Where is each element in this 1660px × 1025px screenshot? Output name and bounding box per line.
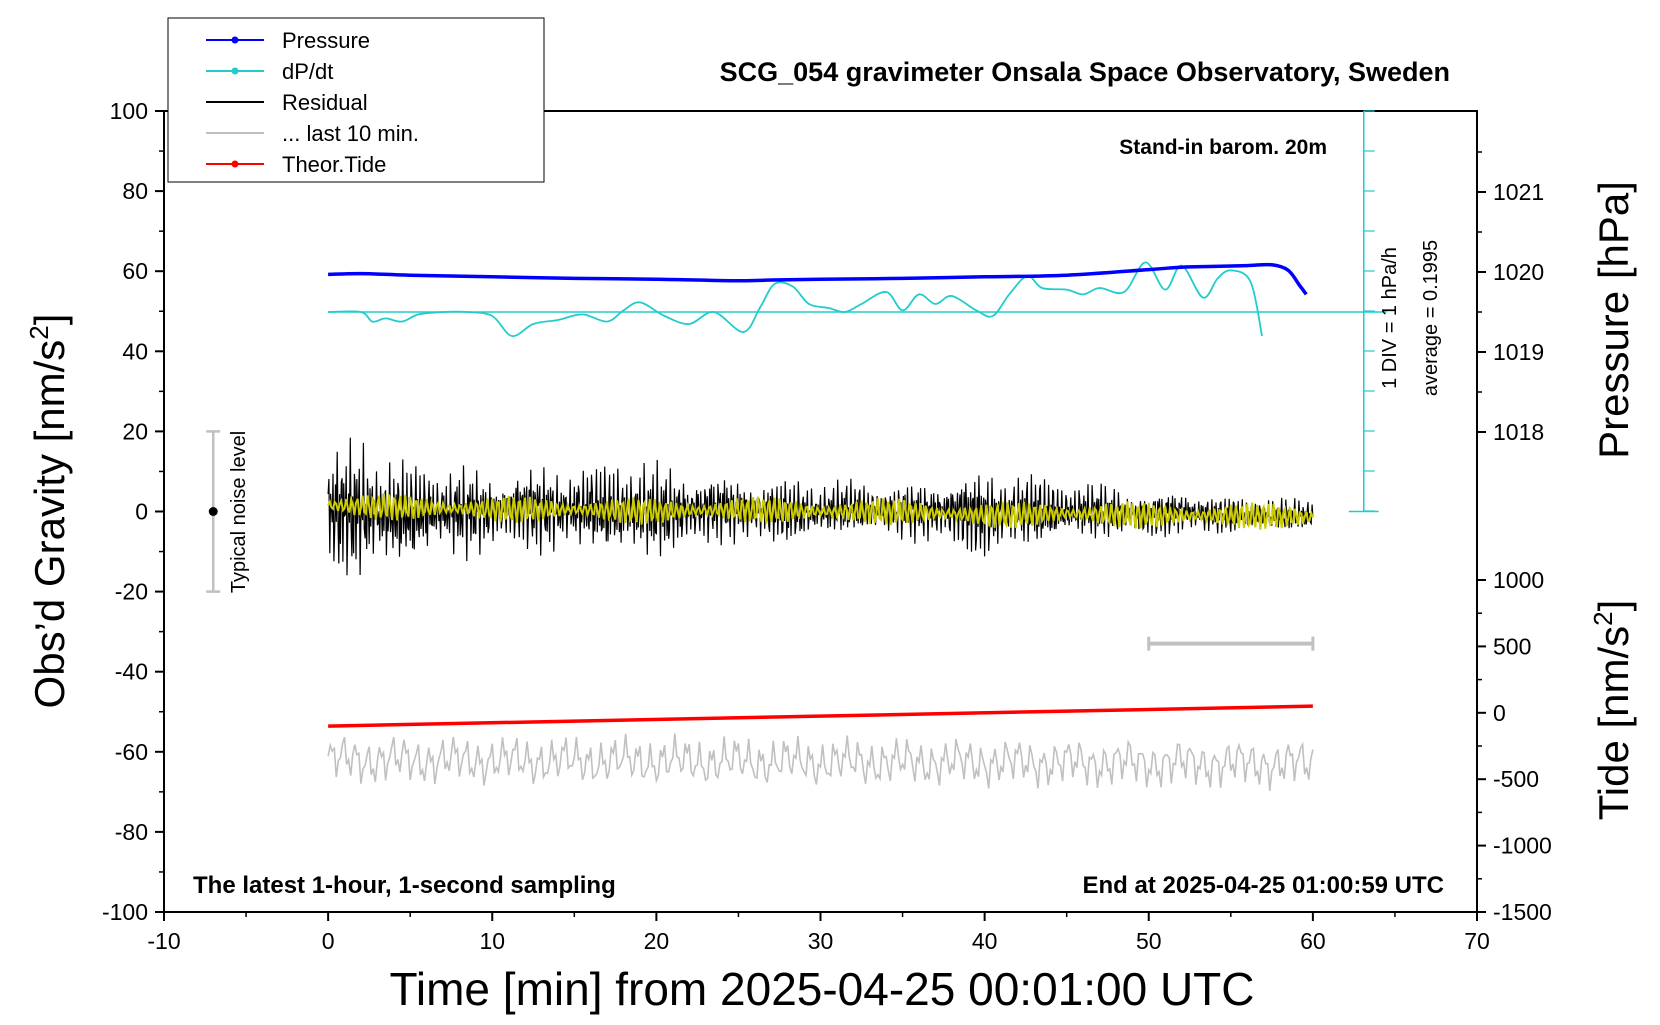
pressure-tick-label: 1021 (1493, 179, 1544, 205)
tide-axis-label-close: ] (1590, 600, 1637, 612)
x-tick-label: 50 (1136, 928, 1162, 954)
average-note: average = 0.1995 (1420, 240, 1442, 396)
y-tick-label: -100 (102, 899, 148, 925)
y-tick-label: -20 (115, 579, 148, 605)
tide-tick-label: -1500 (1493, 899, 1552, 925)
pressure-line (328, 262, 1308, 296)
pressure-tick-label: 1019 (1493, 339, 1544, 365)
tide-tick-label: -500 (1493, 766, 1539, 792)
smoothed-residual-line (327, 493, 1314, 530)
chart-title: SCG_054 gravimeter Onsala Space Observat… (720, 57, 1450, 87)
legend-marker (231, 160, 239, 168)
x-tick-label: 10 (479, 928, 505, 954)
tide-tick-label: 1000 (1493, 567, 1544, 593)
y-axis-label-main: Obs’d Gravity [nm/s (26, 340, 73, 709)
x-tick-label: 0 (322, 928, 335, 954)
y-tick-label: 40 (122, 338, 148, 364)
legend-label: dP/dt (282, 59, 333, 84)
legend-items: Pressure dP/dt Residual ... last 10 min. The… (206, 28, 419, 177)
noise-label: Typical noise level (228, 431, 250, 593)
div-note: 1 DIV = 1 hPa/h (1379, 247, 1401, 389)
x-axis: -10 0 10 20 30 40 50 60 70 (147, 912, 1490, 954)
legend-label: ... last 10 min. (282, 121, 419, 146)
x-tick-label: 30 (808, 928, 834, 954)
y-axis-gravity: -100 -80 -60 -40 -20 0 20 40 60 80 100 (102, 98, 164, 925)
noise-bar-center (208, 507, 218, 516)
pressure-tick-label: 1018 (1493, 419, 1544, 445)
y-axis-pressure: 1018 1019 1020 1021 (1477, 151, 1544, 445)
tide-tick-label: 500 (1493, 633, 1531, 659)
y-tick-label: -60 (115, 739, 148, 765)
tide-axis-label-sup: 2 (1588, 611, 1618, 625)
y-tick-label: -80 (115, 819, 148, 845)
theor-tide-line (328, 704, 1313, 728)
last10-line (327, 733, 1314, 791)
x-tick-label: -10 (147, 928, 180, 954)
pressure-axis-label: Pressure [hPa] (1590, 181, 1637, 459)
y-tick-label: 80 (122, 178, 148, 204)
x-tick-label: 20 (644, 928, 670, 954)
x-tick-label: 40 (972, 928, 998, 954)
legend: Pressure dP/dt Residual ... last 10 min. The… (167, 17, 545, 183)
legend-marker (231, 67, 239, 75)
dpdt-line (328, 261, 1263, 337)
tide-axis-label: Tide [nm/s2] (1588, 600, 1637, 821)
y-tick-label: 100 (110, 98, 148, 124)
y-axis-label: Obs’d Gravity [nm/s2] (24, 314, 73, 709)
y-tick-label: -40 (115, 659, 148, 685)
legend-label: Pressure (282, 28, 370, 53)
y-axis-label-sup: 2 (24, 325, 54, 339)
tide-tick-label: 0 (1493, 700, 1506, 726)
legend-marker (231, 36, 239, 44)
legend-box (167, 17, 545, 183)
legend-label: Theor.Tide (282, 152, 386, 177)
y-tick-label: 20 (122, 418, 148, 444)
barometer-note: Stand-in barom. 20m (1119, 136, 1327, 159)
y-tick-label: 60 (122, 258, 148, 284)
x-tick-label: 70 (1464, 928, 1490, 954)
pressure-tick-label: 1020 (1493, 259, 1544, 285)
bottom-right-note: End at 2025-04-25 01:00:59 UTC (1083, 872, 1445, 899)
y-tick-label: 0 (135, 499, 148, 525)
series-layer (206, 110, 1387, 791)
legend-label: Residual (282, 90, 368, 115)
y-axis-label-close: ] (26, 314, 73, 326)
x-axis-label: Time [min] from 2025-04-25 00:01:00 UTC (390, 963, 1255, 1015)
y-axis-tide: -1500 -1000 -500 0 500 1000 (1477, 567, 1552, 925)
bottom-left-note: The latest 1-hour, 1-second sampling (193, 872, 616, 899)
x-tick-label: 60 (1300, 928, 1326, 954)
tide-axis-label-main: Tide [nm/s (1590, 626, 1637, 821)
tide-tick-label: -1000 (1493, 833, 1552, 859)
